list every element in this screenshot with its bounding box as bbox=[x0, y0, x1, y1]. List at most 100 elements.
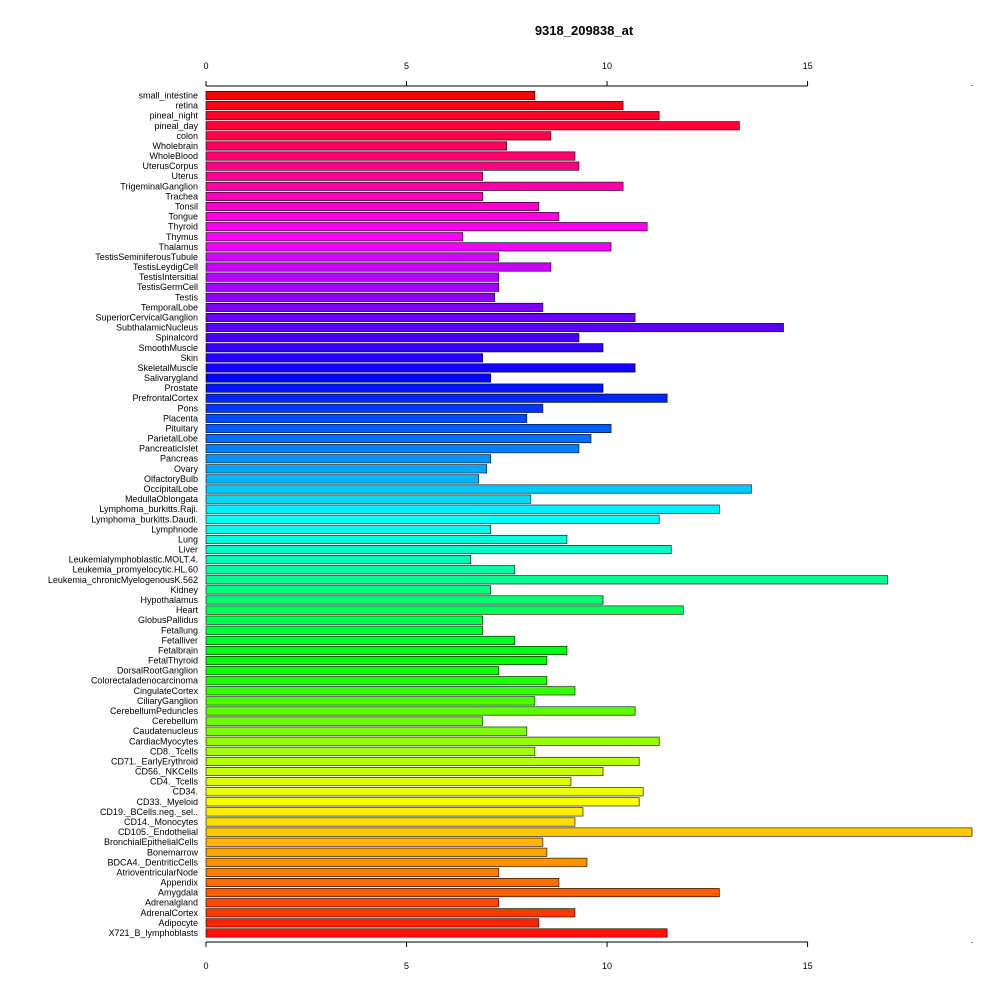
category-label: Fetalbrain bbox=[158, 645, 198, 655]
category-label: Appendix bbox=[160, 878, 198, 888]
category-label: Amygdala bbox=[158, 888, 198, 898]
bar bbox=[205, 716, 484, 726]
category-label: Prostate bbox=[164, 383, 198, 393]
bar bbox=[205, 413, 528, 423]
category-label: pineal_day bbox=[154, 121, 198, 131]
category-label: Testis bbox=[175, 292, 199, 302]
bar bbox=[205, 615, 484, 625]
bar bbox=[205, 191, 484, 201]
category-label: CD19._BCells.neg._sel.. bbox=[100, 807, 198, 817]
category-label: AtrioventricularNode bbox=[116, 867, 198, 877]
category-label: SuperiorCervicalGanglion bbox=[95, 312, 198, 322]
x-tick-label: 5 bbox=[404, 61, 409, 71]
bar bbox=[205, 514, 660, 524]
bar bbox=[205, 898, 500, 908]
bar bbox=[205, 686, 576, 696]
category-labels-group: small_intestineretinapineal_nightpineal_… bbox=[48, 91, 199, 938]
category-label: Wholebrain bbox=[152, 141, 198, 151]
bar bbox=[205, 333, 580, 343]
bar bbox=[205, 676, 548, 686]
bar bbox=[205, 171, 484, 181]
bar bbox=[205, 585, 492, 595]
category-label: Thyroid bbox=[168, 222, 198, 232]
bar bbox=[205, 928, 668, 938]
x-tick-label: 10 bbox=[602, 961, 612, 971]
category-label: Pons bbox=[177, 403, 198, 413]
bar bbox=[205, 696, 536, 706]
category-label: BronchialEpithelialCells bbox=[104, 837, 199, 847]
category-label: GlobusPallidus bbox=[138, 615, 199, 625]
bar bbox=[205, 878, 560, 888]
bar bbox=[205, 706, 636, 716]
bar bbox=[205, 403, 544, 413]
category-label: PrefrontalCortex bbox=[132, 393, 198, 403]
category-label: Lymphoma_burkitts.Daudi. bbox=[91, 514, 198, 524]
bar bbox=[205, 857, 588, 867]
category-label: CD71._EarlyErythroid bbox=[111, 756, 198, 766]
bar bbox=[205, 656, 548, 666]
x-tick-label: 15 bbox=[803, 61, 813, 71]
bar bbox=[205, 504, 720, 514]
bar bbox=[205, 746, 536, 756]
category-label: Caudatenucleus bbox=[133, 726, 199, 736]
category-label: FetalThyroid bbox=[148, 656, 198, 666]
category-label: ParietalLobe bbox=[147, 434, 198, 444]
category-label: Heart bbox=[176, 605, 199, 615]
bar bbox=[205, 141, 508, 151]
bar bbox=[205, 434, 592, 444]
bar bbox=[205, 474, 480, 484]
bar bbox=[205, 494, 532, 504]
bar bbox=[205, 282, 500, 292]
category-label: CerebellumPeduncles bbox=[110, 706, 199, 716]
category-label: CD34. bbox=[172, 787, 198, 797]
bar bbox=[205, 222, 648, 232]
bar bbox=[205, 756, 640, 766]
category-label: CingulateCortex bbox=[133, 686, 198, 696]
bar bbox=[205, 767, 604, 777]
top-x-axis: 0 5 10 15 bbox=[203, 61, 973, 87]
category-label: CardiacMyocytes bbox=[129, 736, 199, 746]
bar bbox=[205, 575, 889, 585]
bar bbox=[205, 726, 528, 736]
bar bbox=[205, 262, 552, 272]
bar bbox=[205, 777, 572, 787]
bar bbox=[205, 343, 604, 353]
category-label: Trachea bbox=[165, 191, 198, 201]
category-label: SubthalamicNucleus bbox=[116, 323, 199, 333]
bar bbox=[205, 545, 672, 555]
bar bbox=[205, 847, 548, 857]
bars-group bbox=[205, 91, 973, 938]
category-label: Ovary bbox=[174, 464, 199, 474]
category-label: CD8._Tcells bbox=[150, 746, 199, 756]
category-label: WholeBlood bbox=[149, 151, 198, 161]
category-label: TestisIntersitial bbox=[139, 272, 198, 282]
x-tick-label: 5 bbox=[404, 961, 409, 971]
bar bbox=[205, 292, 496, 302]
bar bbox=[205, 91, 536, 101]
category-label: Bonemarrow bbox=[147, 847, 199, 857]
category-label: CD33._Myeloid bbox=[136, 797, 198, 807]
category-label: Fetallung bbox=[161, 625, 198, 635]
category-label: X721_B_lymphoblasts bbox=[108, 928, 198, 938]
bar bbox=[205, 444, 580, 454]
category-label: CD105._Endothelial bbox=[118, 827, 198, 837]
category-label: OlfactoryBulb bbox=[144, 474, 198, 484]
category-label: Thalamus bbox=[158, 242, 198, 252]
bar bbox=[205, 232, 463, 242]
bar bbox=[205, 383, 604, 393]
bar bbox=[205, 736, 660, 746]
category-label: CiliaryGanglion bbox=[137, 696, 198, 706]
bar bbox=[205, 252, 500, 262]
category-label: TestisLeydigCell bbox=[133, 262, 198, 272]
bar bbox=[205, 605, 684, 615]
category-label: Cerebellum bbox=[152, 716, 198, 726]
bar bbox=[205, 595, 604, 605]
bar bbox=[205, 666, 500, 676]
bar bbox=[205, 645, 568, 655]
bar bbox=[205, 312, 636, 322]
category-label: Liver bbox=[178, 545, 198, 555]
bar bbox=[205, 181, 624, 191]
x-tick-label: 10 bbox=[602, 61, 612, 71]
category-label: retina bbox=[175, 101, 198, 111]
category-label: Thymus bbox=[166, 232, 199, 242]
